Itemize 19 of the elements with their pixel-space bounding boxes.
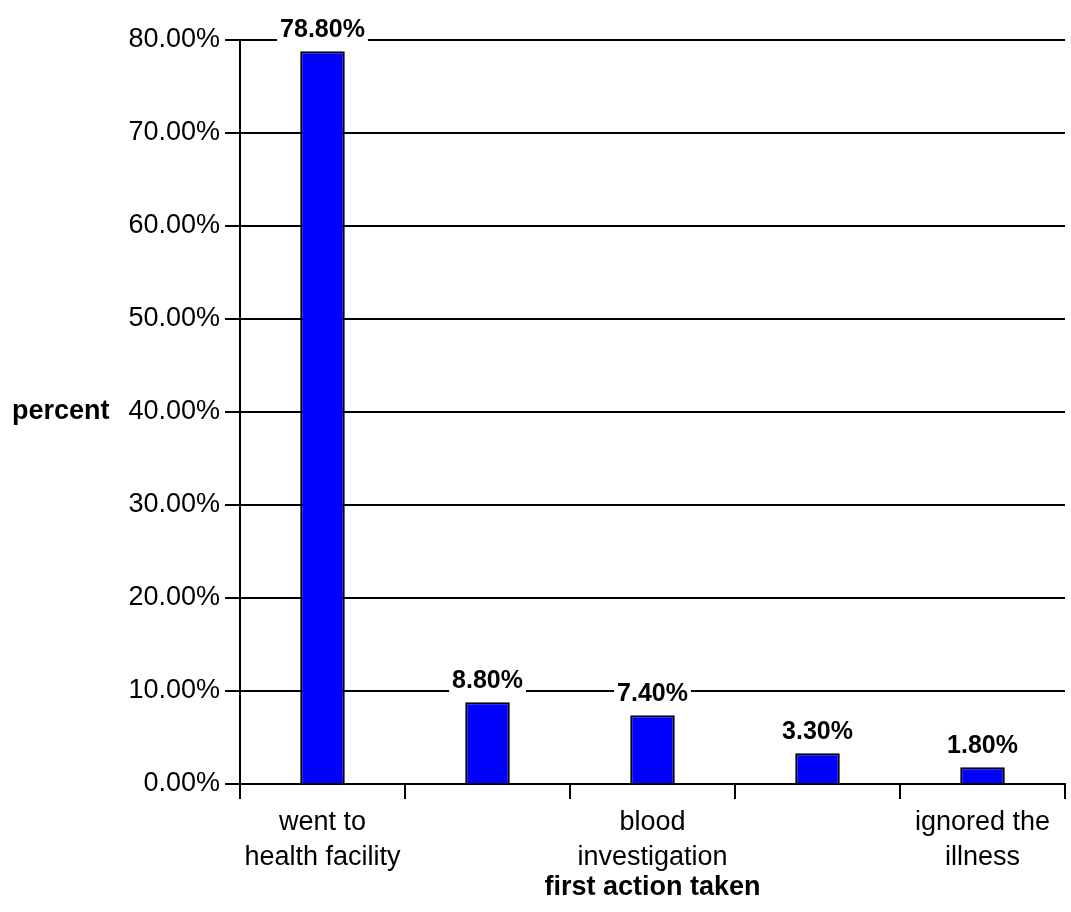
data-label: 7.40%: [617, 678, 688, 707]
y-tick-label: 80.00%: [128, 23, 220, 54]
y-tick-label: 0.00%: [143, 767, 220, 798]
y-tick-label: 10.00%: [128, 674, 220, 705]
y-tick-label: 20.00%: [128, 581, 220, 612]
x-tick-label: went to health facility: [244, 806, 402, 872]
y-tick-label: 50.00%: [128, 302, 220, 333]
data-label: 3.30%: [782, 716, 853, 745]
x-tick-label: blood investigation: [577, 806, 728, 872]
y-axis-title: percent: [12, 395, 110, 426]
data-label: 78.80%: [280, 14, 365, 43]
y-tick-label: 30.00%: [128, 488, 220, 519]
y-tick-label: 70.00%: [128, 116, 220, 147]
data-label: 8.80%: [452, 665, 523, 694]
y-tick-label: 60.00%: [128, 209, 220, 240]
x-axis-title: first action taken: [544, 871, 761, 902]
data-label: 1.80%: [947, 730, 1018, 759]
x-tick-label: ignored the illness: [914, 806, 1051, 872]
y-tick-label: 40.00%: [128, 395, 220, 426]
